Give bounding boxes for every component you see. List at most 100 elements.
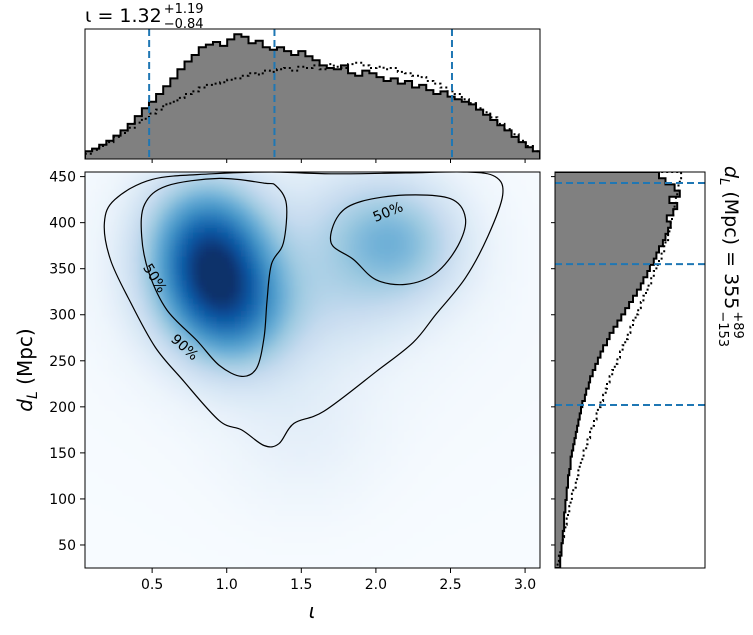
heatmap-cell — [462, 412, 469, 419]
heatmap-cell — [474, 502, 481, 509]
heatmap-cell — [126, 478, 134, 485]
heatmap-cell — [372, 328, 379, 335]
heatmap-cell — [480, 484, 487, 491]
heatmap-cell — [156, 394, 164, 401]
heatmap-cell — [360, 406, 367, 413]
heatmap-cell — [378, 220, 385, 227]
heatmap-cell — [294, 460, 302, 467]
heatmap-cell — [240, 190, 248, 197]
heatmap-cell — [144, 238, 152, 245]
heatmap-cell — [90, 244, 98, 251]
heatmap-cell — [348, 550, 356, 557]
heatmap-cell — [228, 232, 236, 239]
heatmap-cell — [402, 460, 409, 467]
heatmap-cell — [444, 478, 451, 485]
heatmap-cell — [492, 256, 499, 263]
heatmap-cell — [192, 520, 200, 527]
heatmap-cell — [294, 430, 302, 437]
heatmap-cell — [162, 466, 170, 473]
heatmap-cell — [414, 424, 421, 431]
heatmap-cell — [480, 220, 487, 227]
heatmap-cell — [174, 220, 182, 227]
heatmap-cell — [198, 208, 206, 215]
heatmap-cell — [528, 298, 535, 305]
heatmap-cell — [336, 334, 344, 341]
heatmap-cell — [180, 436, 188, 443]
heatmap-cell — [144, 382, 152, 389]
heatmap-cell — [516, 502, 523, 509]
heatmap-cell — [228, 514, 236, 521]
heatmap-cell — [132, 184, 140, 191]
heatmap-cell — [396, 310, 403, 317]
heatmap-cell — [528, 562, 535, 568]
heatmap-cell — [210, 208, 218, 215]
heatmap-cell — [282, 316, 290, 323]
heatmap-cell — [216, 364, 224, 371]
heatmap-cell — [132, 298, 140, 305]
heatmap-cell — [522, 196, 529, 203]
heatmap-cell — [300, 346, 308, 353]
heatmap-cell — [300, 454, 308, 461]
heatmap-cell — [132, 346, 140, 353]
heatmap-cell — [444, 316, 451, 323]
heatmap-cell — [336, 328, 344, 335]
heatmap-cell — [486, 556, 493, 563]
heatmap-cell — [96, 280, 104, 287]
heatmap-cell — [180, 256, 188, 263]
heatmap-cell — [108, 502, 116, 509]
heatmap-cell — [528, 448, 535, 455]
heatmap-cell — [444, 214, 451, 221]
heatmap-cell — [276, 418, 284, 425]
heatmap-cell — [306, 418, 314, 425]
heatmap-cell — [252, 430, 260, 437]
heatmap-cell — [504, 484, 511, 491]
heatmap-cell — [90, 250, 98, 257]
heatmap-cell — [450, 352, 457, 359]
heatmap-cell — [288, 316, 296, 323]
heatmap-cell — [198, 214, 206, 221]
heatmap-cell — [168, 460, 176, 467]
heatmap-cell — [480, 448, 487, 455]
heatmap-cell — [162, 394, 170, 401]
heatmap-cell — [174, 388, 182, 395]
heatmap-cell — [264, 172, 272, 179]
heatmap-cell — [378, 538, 385, 545]
heatmap-cell — [366, 220, 373, 227]
heatmap-cell — [342, 226, 350, 233]
heatmap-cell — [420, 286, 427, 293]
heatmap-cell — [180, 478, 188, 485]
heatmap-cell — [264, 502, 272, 509]
heatmap-cell — [288, 286, 296, 293]
heatmap-cell — [396, 460, 403, 467]
heatmap-cell — [120, 208, 128, 215]
heatmap-cell — [156, 376, 164, 383]
heatmap-cell — [402, 298, 409, 305]
heatmap-cell — [252, 364, 260, 371]
heatmap-cell — [438, 532, 445, 539]
heatmap-cell — [396, 292, 403, 299]
heatmap-cell — [282, 172, 290, 179]
heatmap-cell — [468, 220, 475, 227]
heatmap-cell — [150, 202, 158, 209]
heatmap-cell — [288, 550, 296, 557]
heatmap-cell — [114, 478, 122, 485]
heatmap-cell — [138, 334, 146, 341]
heatmap-cell — [144, 496, 152, 503]
heatmap-cell — [288, 268, 296, 275]
heatmap-cell — [528, 352, 535, 359]
heatmap-cell — [276, 376, 284, 383]
heatmap-cell — [258, 298, 266, 305]
heatmap-cell — [222, 376, 230, 383]
heatmap-cell — [258, 226, 266, 233]
heatmap-cell — [510, 232, 517, 239]
heatmap-cell — [306, 316, 314, 323]
heatmap-cell — [396, 394, 403, 401]
heatmap-cell — [330, 262, 338, 269]
heatmap-cell — [384, 400, 391, 407]
heatmap-cell — [354, 550, 361, 557]
heatmap-cell — [450, 466, 457, 473]
heatmap-cell — [222, 274, 230, 281]
heatmap-cell — [102, 424, 110, 431]
heatmap-cell — [240, 310, 248, 317]
heatmap-cell — [270, 268, 278, 275]
